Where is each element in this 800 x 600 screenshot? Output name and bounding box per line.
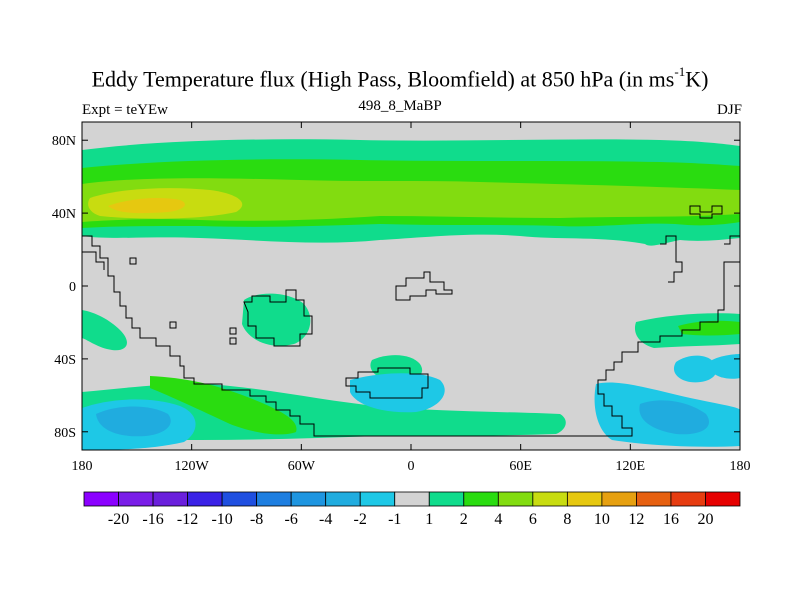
colorbar-labels: -20 -16 -12 -10 -8 -6 -4 -2 -1 1 2 4 6 8 10 12 16 20 — [108, 511, 714, 528]
sh-band-west — [82, 310, 127, 351]
experiment-label: Expt = teYEw — [82, 102, 168, 118]
y-tick-label: 40N — [52, 207, 76, 222]
colorbar-label: 1 — [425, 511, 433, 528]
colorbar-box — [325, 491, 361, 507]
neg-indian-patch — [350, 373, 445, 413]
colorbar-label: -1 — [388, 511, 401, 528]
plot-title: Eddy Temperature flux (High Pass, Bloomf… — [0, 64, 800, 92]
title-superscript: -1 — [674, 64, 686, 79]
sh-atlantic-blob — [242, 293, 311, 346]
colorbar-label: -10 — [211, 511, 232, 528]
x-tick-label: 0 — [408, 459, 415, 474]
nh-band-level-5 — [108, 198, 185, 214]
colorbar-label: -2 — [354, 511, 367, 528]
colorbar-box — [359, 491, 396, 507]
colorbar-label: 12 — [628, 511, 644, 528]
neg-southwest-core — [96, 406, 171, 437]
colorbar-label: 4 — [494, 511, 502, 528]
colorbar-box — [532, 491, 568, 507]
neg-southeast-core — [639, 400, 710, 435]
coastline-north-west — [82, 251, 105, 270]
neg-tasman-patch — [673, 355, 717, 383]
colorbar-box — [187, 491, 223, 507]
colorbar-label: -16 — [142, 511, 163, 528]
colorbar-box — [221, 491, 258, 507]
colorbar-box — [428, 491, 465, 507]
coastline-islet-1 — [129, 257, 137, 265]
colorbar-label: 6 — [529, 511, 537, 528]
y-tick-label: 0 — [69, 280, 76, 295]
coastline-east-asia — [660, 235, 683, 283]
colorbar-box — [463, 491, 499, 507]
colorbar-box — [394, 491, 430, 507]
colorbar-label: 8 — [563, 511, 571, 528]
colorbar-box — [497, 491, 534, 507]
colorbar-label: 2 — [460, 511, 468, 528]
x-tick-label: 120W — [175, 459, 210, 474]
x-tick-label: 120E — [616, 459, 646, 474]
y-tick-labels: 80N 40N 0 40S 80S — [52, 134, 76, 441]
coastline-islet-3 — [229, 327, 237, 335]
colorbar-box — [601, 491, 637, 507]
neg-east-edge-patch — [712, 354, 740, 379]
coastline-islet-4 — [229, 337, 237, 345]
colorbar-label: -4 — [319, 511, 332, 528]
coastline-equator-island — [395, 271, 453, 301]
contour-fills — [82, 139, 740, 450]
period-label: 498_8_MaBP — [358, 98, 442, 114]
colorbar-box — [83, 491, 119, 507]
y-tick-label: 40S — [54, 353, 76, 368]
x-tick-label: 180 — [730, 459, 751, 474]
title-main: Eddy Temperature flux (High Pass, Bloomf… — [91, 66, 675, 92]
colorbar-label: 16 — [663, 511, 679, 528]
nh-band-level-3 — [82, 178, 740, 222]
y-tick-label: 80N — [52, 134, 76, 149]
colorbar-label: -8 — [250, 511, 263, 528]
colorbar-box — [152, 491, 188, 507]
colorbar-label: 10 — [594, 511, 610, 528]
colorbar-label: 20 — [697, 511, 713, 528]
season-label: DJF — [716, 102, 742, 118]
y-tick-label: 80S — [54, 426, 76, 441]
x-tick-label: 180 — [72, 459, 93, 474]
colorbar-label: -6 — [284, 511, 297, 528]
coastline-east-edge — [724, 235, 740, 245]
colorbar-box — [256, 491, 292, 507]
coastline-antarctic-block — [345, 367, 429, 399]
colorbar-box — [290, 491, 327, 507]
colorbar — [83, 491, 741, 507]
colorbar-label: -20 — [108, 511, 129, 528]
x-tick-labels: 180 120W 60W 0 60E 120E 180 — [72, 459, 751, 474]
sh-east-band-green — [678, 320, 740, 336]
colorbar-box — [566, 491, 603, 507]
colorbar-box — [118, 491, 154, 507]
title-unit-end: K) — [685, 66, 709, 92]
sh-band-pacific-green — [150, 376, 297, 435]
coastline-americas — [82, 235, 740, 437]
axis-ticks — [81, 122, 741, 450]
colorbar-box — [705, 491, 741, 507]
coastlines — [82, 205, 740, 437]
coastline-east-inlet — [689, 205, 723, 219]
colorbar-box — [636, 491, 672, 507]
coastline-africa — [243, 289, 313, 347]
x-tick-label: 60E — [509, 459, 532, 474]
x-tick-label: 60W — [288, 459, 316, 474]
coastline-islet-2 — [169, 321, 177, 329]
colorbar-label: -12 — [177, 511, 198, 528]
colorbar-box — [670, 491, 706, 507]
